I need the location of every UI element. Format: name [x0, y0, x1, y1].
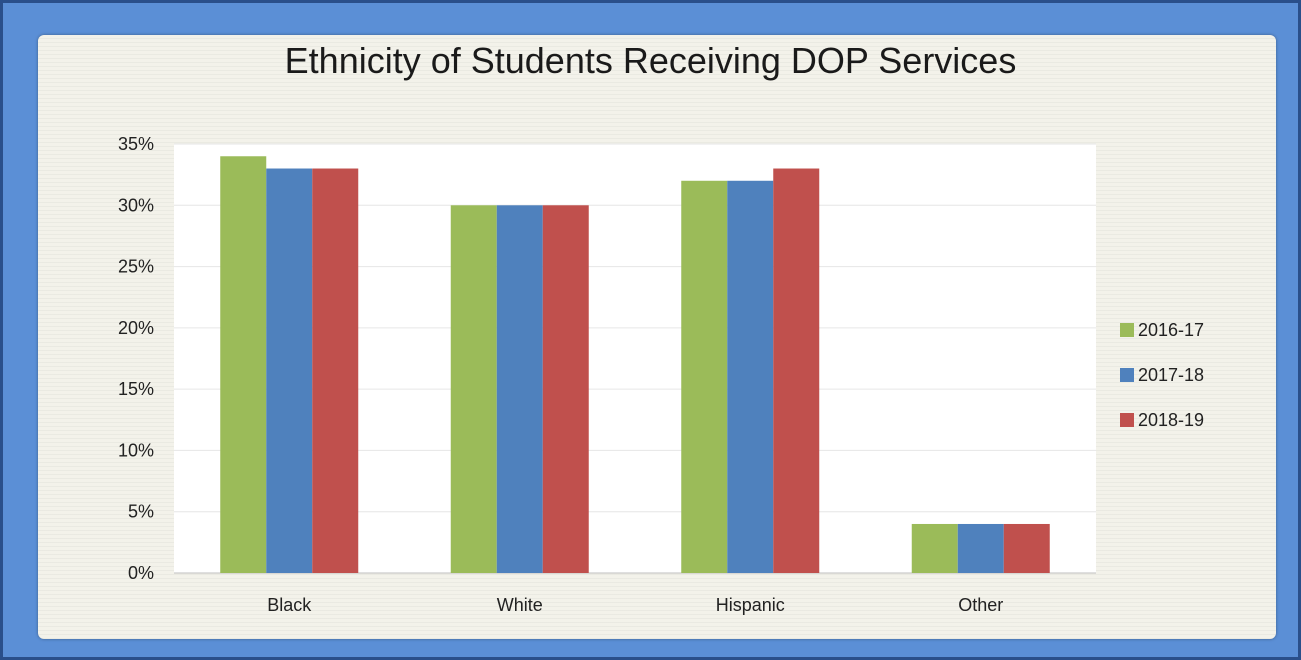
x-tick-label: Black — [267, 595, 312, 615]
bar — [266, 168, 313, 573]
bar — [312, 168, 359, 573]
y-tick-label: 25% — [118, 257, 154, 277]
chart-title: Ethnicity of Students Receiving DOP Serv… — [284, 40, 1017, 81]
legend-swatch — [1120, 368, 1134, 382]
y-tick-label: 5% — [128, 502, 154, 522]
legend-label: 2017-18 — [1138, 365, 1204, 385]
y-tick-label: 15% — [118, 379, 154, 399]
legend-label: 2018-19 — [1138, 410, 1204, 430]
x-tick-label: Hispanic — [716, 595, 785, 615]
legend-swatch — [1120, 413, 1134, 427]
bar — [450, 205, 497, 574]
y-tick-label: 20% — [118, 318, 154, 338]
x-tick-label: Other — [958, 595, 1003, 615]
y-tick-label: 10% — [118, 440, 154, 460]
bar — [957, 523, 1004, 573]
legend-label: 2016-17 — [1138, 320, 1204, 340]
x-tick-label: White — [497, 595, 543, 615]
legend-swatch — [1120, 323, 1134, 337]
bar — [773, 168, 820, 573]
bar — [496, 205, 543, 574]
bar — [220, 156, 267, 573]
bar — [911, 523, 958, 573]
y-tick-label: 0% — [128, 563, 154, 583]
bar — [1003, 523, 1050, 573]
bar — [542, 205, 589, 574]
bar — [727, 180, 774, 573]
y-tick-label: 35% — [118, 134, 154, 154]
y-tick-label: 30% — [118, 195, 154, 215]
bar — [681, 180, 728, 573]
